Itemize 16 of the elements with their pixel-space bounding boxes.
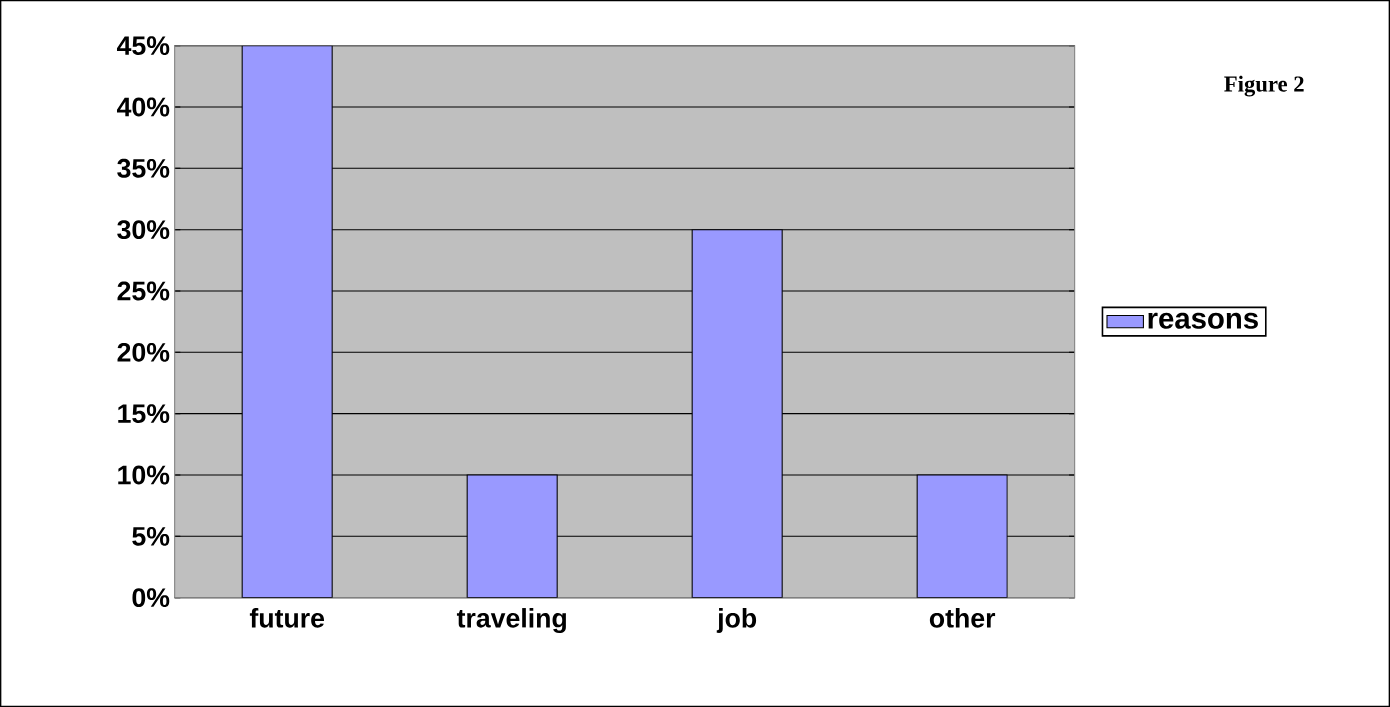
x-tick-label: other bbox=[929, 608, 996, 628]
y-tick-label: 20% bbox=[117, 342, 170, 362]
x-tick-label: traveling bbox=[456, 608, 566, 634]
y-tick-label: 35% bbox=[117, 158, 170, 178]
y-tick-label: 40% bbox=[116, 97, 170, 117]
y-tick-label: 10% bbox=[118, 465, 170, 485]
x-tick-label: job bbox=[716, 608, 757, 633]
y-tick-label: 0% bbox=[132, 588, 170, 608]
y-tick-label: 30% bbox=[117, 220, 170, 240]
x-tick-label: future bbox=[249, 608, 325, 628]
y-tick-label: 15% bbox=[118, 404, 170, 424]
legend-label: reasons bbox=[1148, 312, 1258, 329]
caption: Figure 2 bbox=[1224, 75, 1304, 97]
y-tick-label: 45% bbox=[116, 36, 170, 56]
y-tick-label: 5% bbox=[132, 526, 170, 546]
y-tick-label: 25% bbox=[117, 281, 170, 301]
